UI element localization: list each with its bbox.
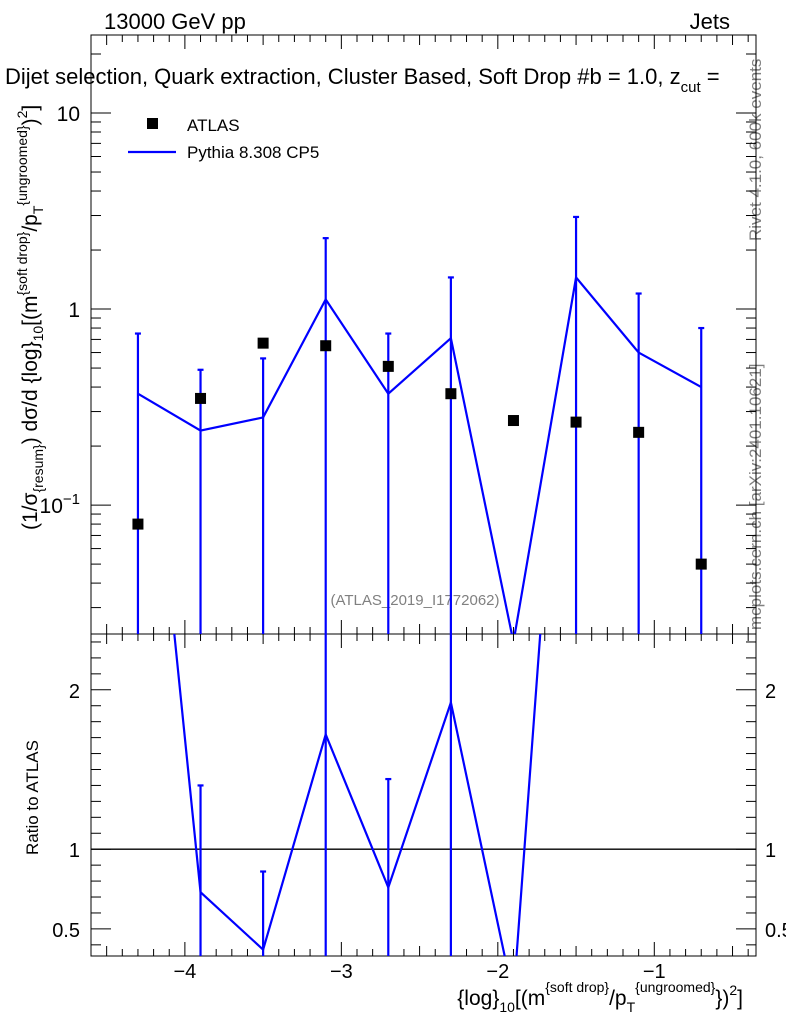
ratio-series-line — [173, 634, 542, 956]
x-tick-label: −4 — [173, 961, 196, 983]
atlas-data-point — [633, 426, 645, 438]
atlas-data-point — [195, 392, 207, 404]
plot-title: Dijet selection, Quark extraction, Clust… — [5, 64, 720, 96]
axis-ticks — [90, 35, 756, 956]
ratio-y-axis-title: Ratio to ATLAS — [23, 740, 42, 855]
ratio-y-tick-label-right: 1 — [765, 840, 776, 862]
atlas-data-point — [507, 415, 519, 427]
plot-title-subscript: cut — [681, 79, 702, 96]
ratio-y-tick-label: 0.5 — [52, 920, 80, 942]
category-label: Jets — [690, 9, 730, 34]
legend-data-marker — [147, 118, 158, 129]
atlas-data-point — [257, 337, 269, 349]
main-data-layer — [132, 337, 707, 570]
x-tick-label: −1 — [643, 961, 666, 983]
energy-label: 13000 GeV pp — [104, 9, 246, 34]
x-tick-label: −2 — [486, 961, 509, 983]
x-tick-label: −3 — [330, 961, 353, 983]
y-tick-label: 10−1 — [40, 491, 80, 518]
ratio-panel-frame — [90, 633, 757, 957]
legend-mc-label: Pythia 8.308 CP5 — [187, 143, 319, 162]
mc-series-line — [137, 274, 702, 634]
atlas-data-point — [132, 518, 144, 530]
ratio-y-tick-label: 2 — [69, 681, 80, 703]
legend-data-label: ATLAS — [187, 116, 240, 135]
y-tick-label: 10 — [57, 103, 80, 126]
atlas-data-point — [695, 558, 707, 570]
analysis-watermark: (ATLAS_2019_I1772062) — [330, 592, 499, 609]
ratio-y-tick-label-right: 2 — [765, 681, 776, 703]
axis-tick-labels: −4 −3 −2 −1 10−1 1 10 0.5 0.5 1 1 2 2 — [40, 103, 786, 983]
main-y-axis-title: (1/σ{resum}) dσ/d {log}10[(m{soft drop}/… — [14, 105, 46, 530]
ratio-mc-layer — [173, 634, 542, 956]
atlas-data-point — [320, 340, 332, 352]
atlas-data-point — [445, 388, 457, 400]
ratio-y-tick-label-right: 0.5 — [765, 920, 786, 942]
plot-title-tail: = — [701, 64, 720, 89]
ratio-y-tick-label: 1 — [69, 840, 80, 862]
y-tick-label: 1 — [68, 299, 80, 322]
atlas-data-point — [570, 416, 582, 428]
atlas-data-point — [382, 360, 394, 372]
x-axis-title: {log}10[(m{soft drop}/pT{ungroomed}})2] — [457, 979, 743, 1015]
legend: ATLAS Pythia 8.308 CP5 — [128, 116, 319, 162]
